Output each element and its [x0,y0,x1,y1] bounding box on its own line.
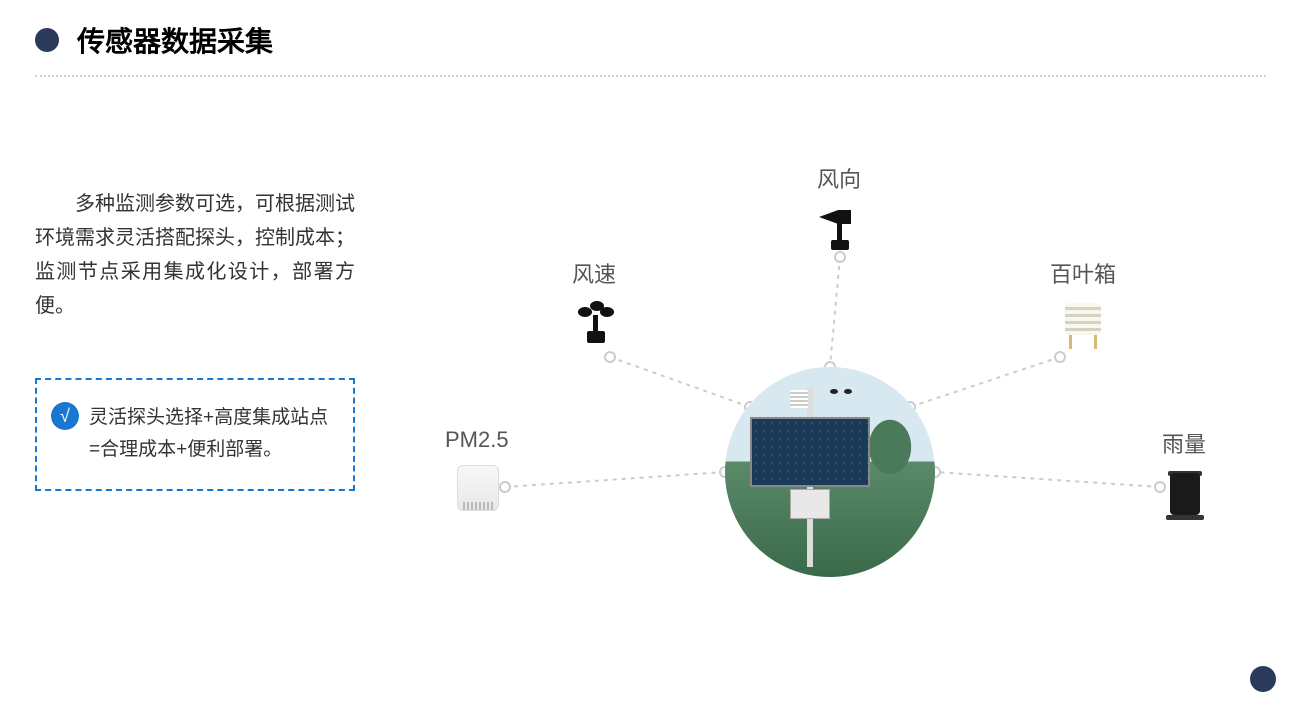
node-wind-speed: 风速 [570,257,618,352]
node-radiation-shield: 百叶箱 [1050,257,1116,352]
sensor-diagram: 风向 风速 百叶箱 PM2.5 [420,107,1260,667]
label-wind-direction: 风向 [817,162,861,194]
solar-panel-icon [750,417,870,487]
highlight-box: √ 灵活探头选择+高度集成站点=合理成本+便利部署。 [35,378,355,491]
node-wind-direction: 风向 [815,162,863,257]
page-title: 传感器数据采集 [77,20,273,60]
header-bullet-icon [35,28,59,52]
pm25-sensor-icon [453,461,501,516]
content-area: 多种监测参数可选，可根据测试环境需求灵活搭配探头，控制成本；监测节点采用集成化设… [0,77,1301,677]
label-pm25: PM2.5 [445,427,509,453]
description-text: 多种监测参数可选，可根据测试环境需求灵活搭配探头，控制成本；监测节点采用集成化设… [35,187,355,323]
wind-vane-icon [815,202,863,257]
rain-gauge-icon [1160,467,1208,522]
control-box-icon [790,489,830,519]
page-header: 传感器数据采集 [0,0,1301,75]
highlight-text: 灵活探头选择+高度集成站点=合理成本+便利部署。 [89,402,335,467]
left-panel: 多种监测参数可选，可根据测试环境需求灵活搭配探头，控制成本；监测节点采用集成化设… [35,187,355,491]
anemometer-icon [570,297,618,352]
radiation-shield-icon [1059,297,1107,352]
check-icon: √ [51,402,79,430]
node-pm25: PM2.5 [445,427,509,516]
corner-dot-icon [1250,666,1276,692]
mini-anemometer-icon [830,385,852,399]
label-wind-speed: 风速 [572,257,616,289]
mini-shield-icon [790,390,808,408]
label-rain: 雨量 [1162,427,1206,459]
node-rain: 雨量 [1160,427,1208,522]
label-radiation-shield: 百叶箱 [1050,257,1116,289]
hub-station [725,367,935,577]
station-top-sensors [780,385,860,415]
